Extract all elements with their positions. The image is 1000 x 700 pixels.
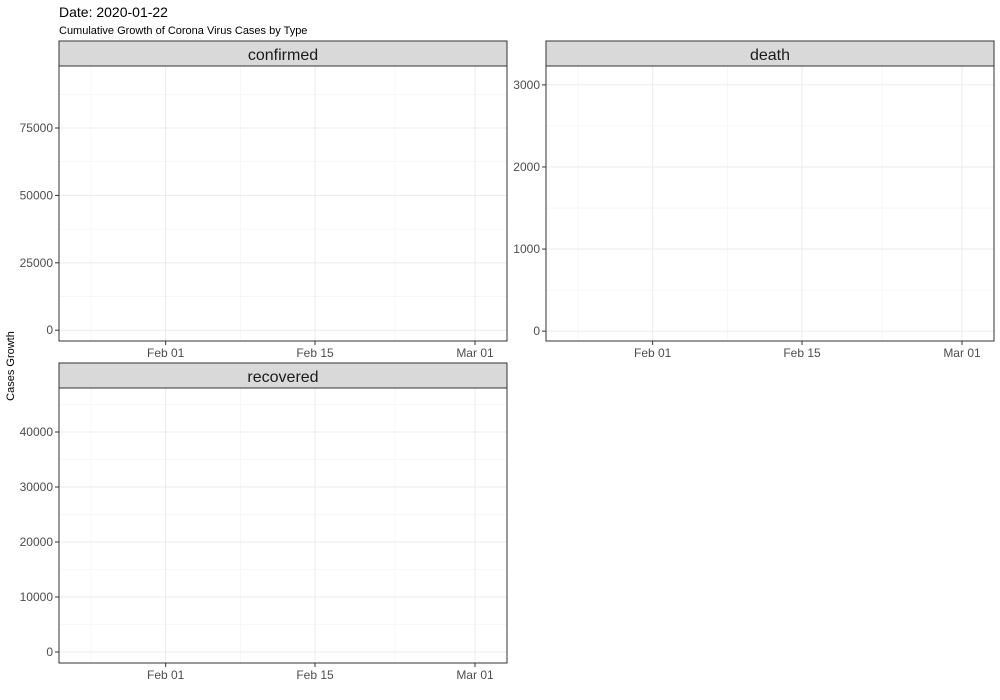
y-tick-label: 30000 xyxy=(20,480,54,494)
y-axis-label: Cases Growth xyxy=(5,331,17,401)
chart-subtitle: Cumulative Growth of Corona Virus Cases … xyxy=(59,25,307,37)
x-tick-label: Feb 15 xyxy=(296,346,334,360)
x-tick-label: Feb 15 xyxy=(783,346,821,360)
facet-panels: confirmed 0 25000 50000 75000 Feb 01 Feb 15 Mar… xyxy=(20,40,995,682)
facet-death: death 0 1000 2000 3000 Feb 01 Feb 15 Mar 01 xyxy=(513,40,995,360)
facet-strip-label: death xyxy=(750,47,790,64)
x-tick-label: Feb 15 xyxy=(296,668,334,682)
y-tick-label: 3000 xyxy=(513,78,540,92)
y-tick-label: 75000 xyxy=(20,121,54,135)
x-tick-label: Mar 01 xyxy=(456,668,494,682)
y-tick-label: 2000 xyxy=(513,160,540,174)
facet-strip-label: recovered xyxy=(247,369,318,386)
facet-strip xyxy=(58,40,508,67)
panel-background xyxy=(59,388,507,663)
x-tick-label: Feb 01 xyxy=(634,346,672,360)
facet-strip xyxy=(545,40,995,67)
x-tick-label: Feb 01 xyxy=(147,668,185,682)
y-tick-label: 20000 xyxy=(20,535,54,549)
x-tick-label: Feb 01 xyxy=(147,346,185,360)
x-tick-label: Mar 01 xyxy=(456,346,494,360)
x-tick-label: Mar 01 xyxy=(943,346,981,360)
facet-confirmed: confirmed 0 25000 50000 75000 Feb 01 Feb 15 Mar… xyxy=(20,40,508,360)
y-tick-label: 25000 xyxy=(20,256,54,270)
y-tick-label: 0 xyxy=(46,323,53,337)
y-tick-label: 50000 xyxy=(20,188,54,202)
panel-background xyxy=(59,66,507,341)
facet-recovered: recovered 0 10000 20000 30000 40000 Feb 01 Feb … xyxy=(20,362,508,682)
y-tick-label: 10000 xyxy=(20,590,54,604)
y-tick-label: 40000 xyxy=(20,425,54,439)
facet-strip-label: confirmed xyxy=(248,47,318,64)
facet-strip xyxy=(58,362,508,389)
chart-title: Date: 2020-01-22 xyxy=(59,4,168,20)
y-tick-label: 0 xyxy=(533,324,540,338)
y-tick-label: 0 xyxy=(46,645,53,659)
panel-background xyxy=(546,66,994,341)
y-tick-label: 1000 xyxy=(513,242,540,256)
